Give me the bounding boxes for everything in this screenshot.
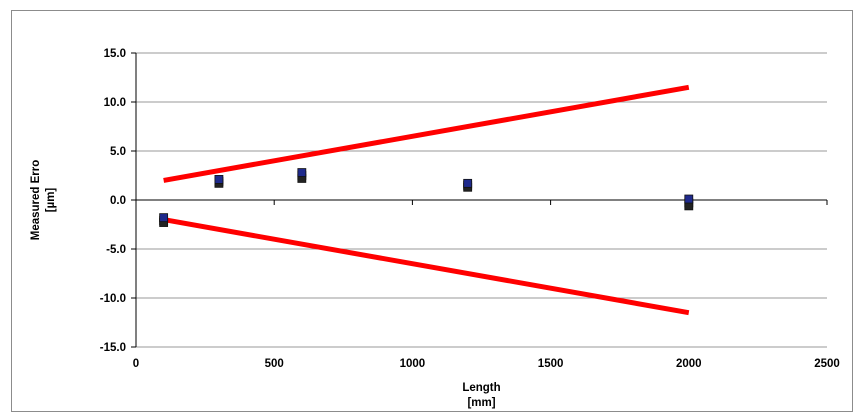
data-point-marker xyxy=(684,194,694,204)
chart-frame: 15.0 10.0 5.0 0.0 -5.0 -10.0 -15.0 0 500 1000 1500… xyxy=(11,10,853,412)
x-tick-label: 2000 xyxy=(676,358,702,370)
data-series xyxy=(159,84,694,316)
y-tick-label: -5.0 xyxy=(106,244,126,256)
y-axis-title: Measured Erro xyxy=(30,160,42,241)
x-axis-title: Length xyxy=(462,382,500,394)
tick-labels: 15.0 10.0 5.0 0.0 -5.0 -10.0 -15.0 0 500 1000 1500… xyxy=(100,48,840,370)
x-tick-label: 500 xyxy=(265,358,284,370)
tolerance-limit-line xyxy=(163,217,690,316)
x-tick-label: 0 xyxy=(133,358,139,370)
data-point-marker xyxy=(463,178,473,188)
y-tick-label: -15.0 xyxy=(100,342,126,354)
data-point-marker xyxy=(297,168,307,177)
y-tick-label: -10.0 xyxy=(100,293,126,305)
tolerance-limit-line xyxy=(163,84,690,183)
y-tick-label: 15.0 xyxy=(104,48,126,60)
measured-error-chart: 15.0 10.0 5.0 0.0 -5.0 -10.0 -15.0 0 500 1000 1500… xyxy=(30,48,840,409)
x-tick-label: 2500 xyxy=(814,358,840,370)
y-tick-label: 10.0 xyxy=(104,97,126,109)
y-tick-label: 5.0 xyxy=(110,146,126,158)
axes xyxy=(131,52,828,348)
x-tick-label: 1500 xyxy=(538,358,564,370)
axis-titles: Length [mm] Measured Erro [µm] xyxy=(30,160,501,409)
y-axis-unit: [µm] xyxy=(45,188,57,213)
x-axis-unit: [mm] xyxy=(467,397,495,409)
data-point-marker xyxy=(159,213,169,223)
data-point-marker xyxy=(214,175,224,184)
y-tick-label: 0.0 xyxy=(110,195,126,207)
x-tick-label: 1000 xyxy=(400,358,426,370)
